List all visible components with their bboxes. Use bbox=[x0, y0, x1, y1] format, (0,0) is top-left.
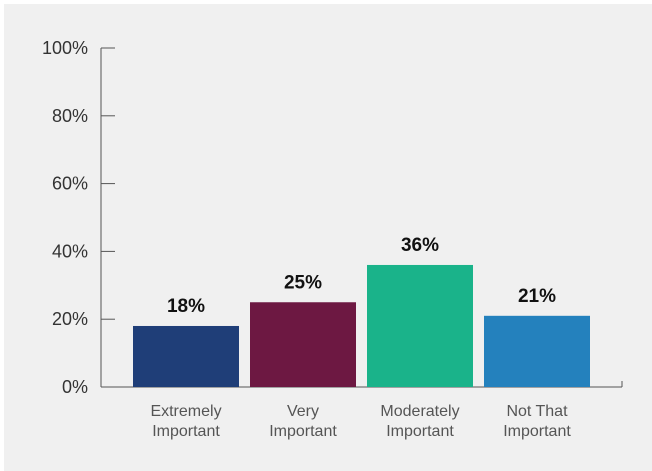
bar bbox=[367, 264, 473, 387]
category-label: Extremely bbox=[150, 403, 221, 420]
category-label: Moderately bbox=[380, 403, 459, 420]
y-tick-label: 20% bbox=[52, 309, 88, 329]
bar bbox=[484, 315, 590, 387]
category-label: Important bbox=[152, 423, 220, 440]
y-tick-label: 100% bbox=[42, 38, 88, 58]
category-label: Important bbox=[503, 423, 571, 440]
category-label: Important bbox=[386, 423, 454, 440]
y-tick-label: 60% bbox=[52, 174, 88, 194]
data-label: 21% bbox=[518, 286, 556, 307]
data-label: 36% bbox=[401, 235, 439, 256]
category-label: Important bbox=[269, 423, 337, 440]
y-tick-label: 80% bbox=[52, 106, 88, 126]
category-label: Very bbox=[287, 403, 319, 420]
bar bbox=[250, 302, 356, 387]
category-label: Not That bbox=[506, 403, 568, 420]
bar bbox=[133, 325, 239, 387]
data-label: 25% bbox=[284, 272, 322, 293]
y-tick-label: 40% bbox=[52, 241, 88, 261]
data-label: 18% bbox=[167, 296, 205, 317]
chart-panel bbox=[4, 4, 652, 471]
y-tick-label: 0% bbox=[62, 377, 88, 397]
